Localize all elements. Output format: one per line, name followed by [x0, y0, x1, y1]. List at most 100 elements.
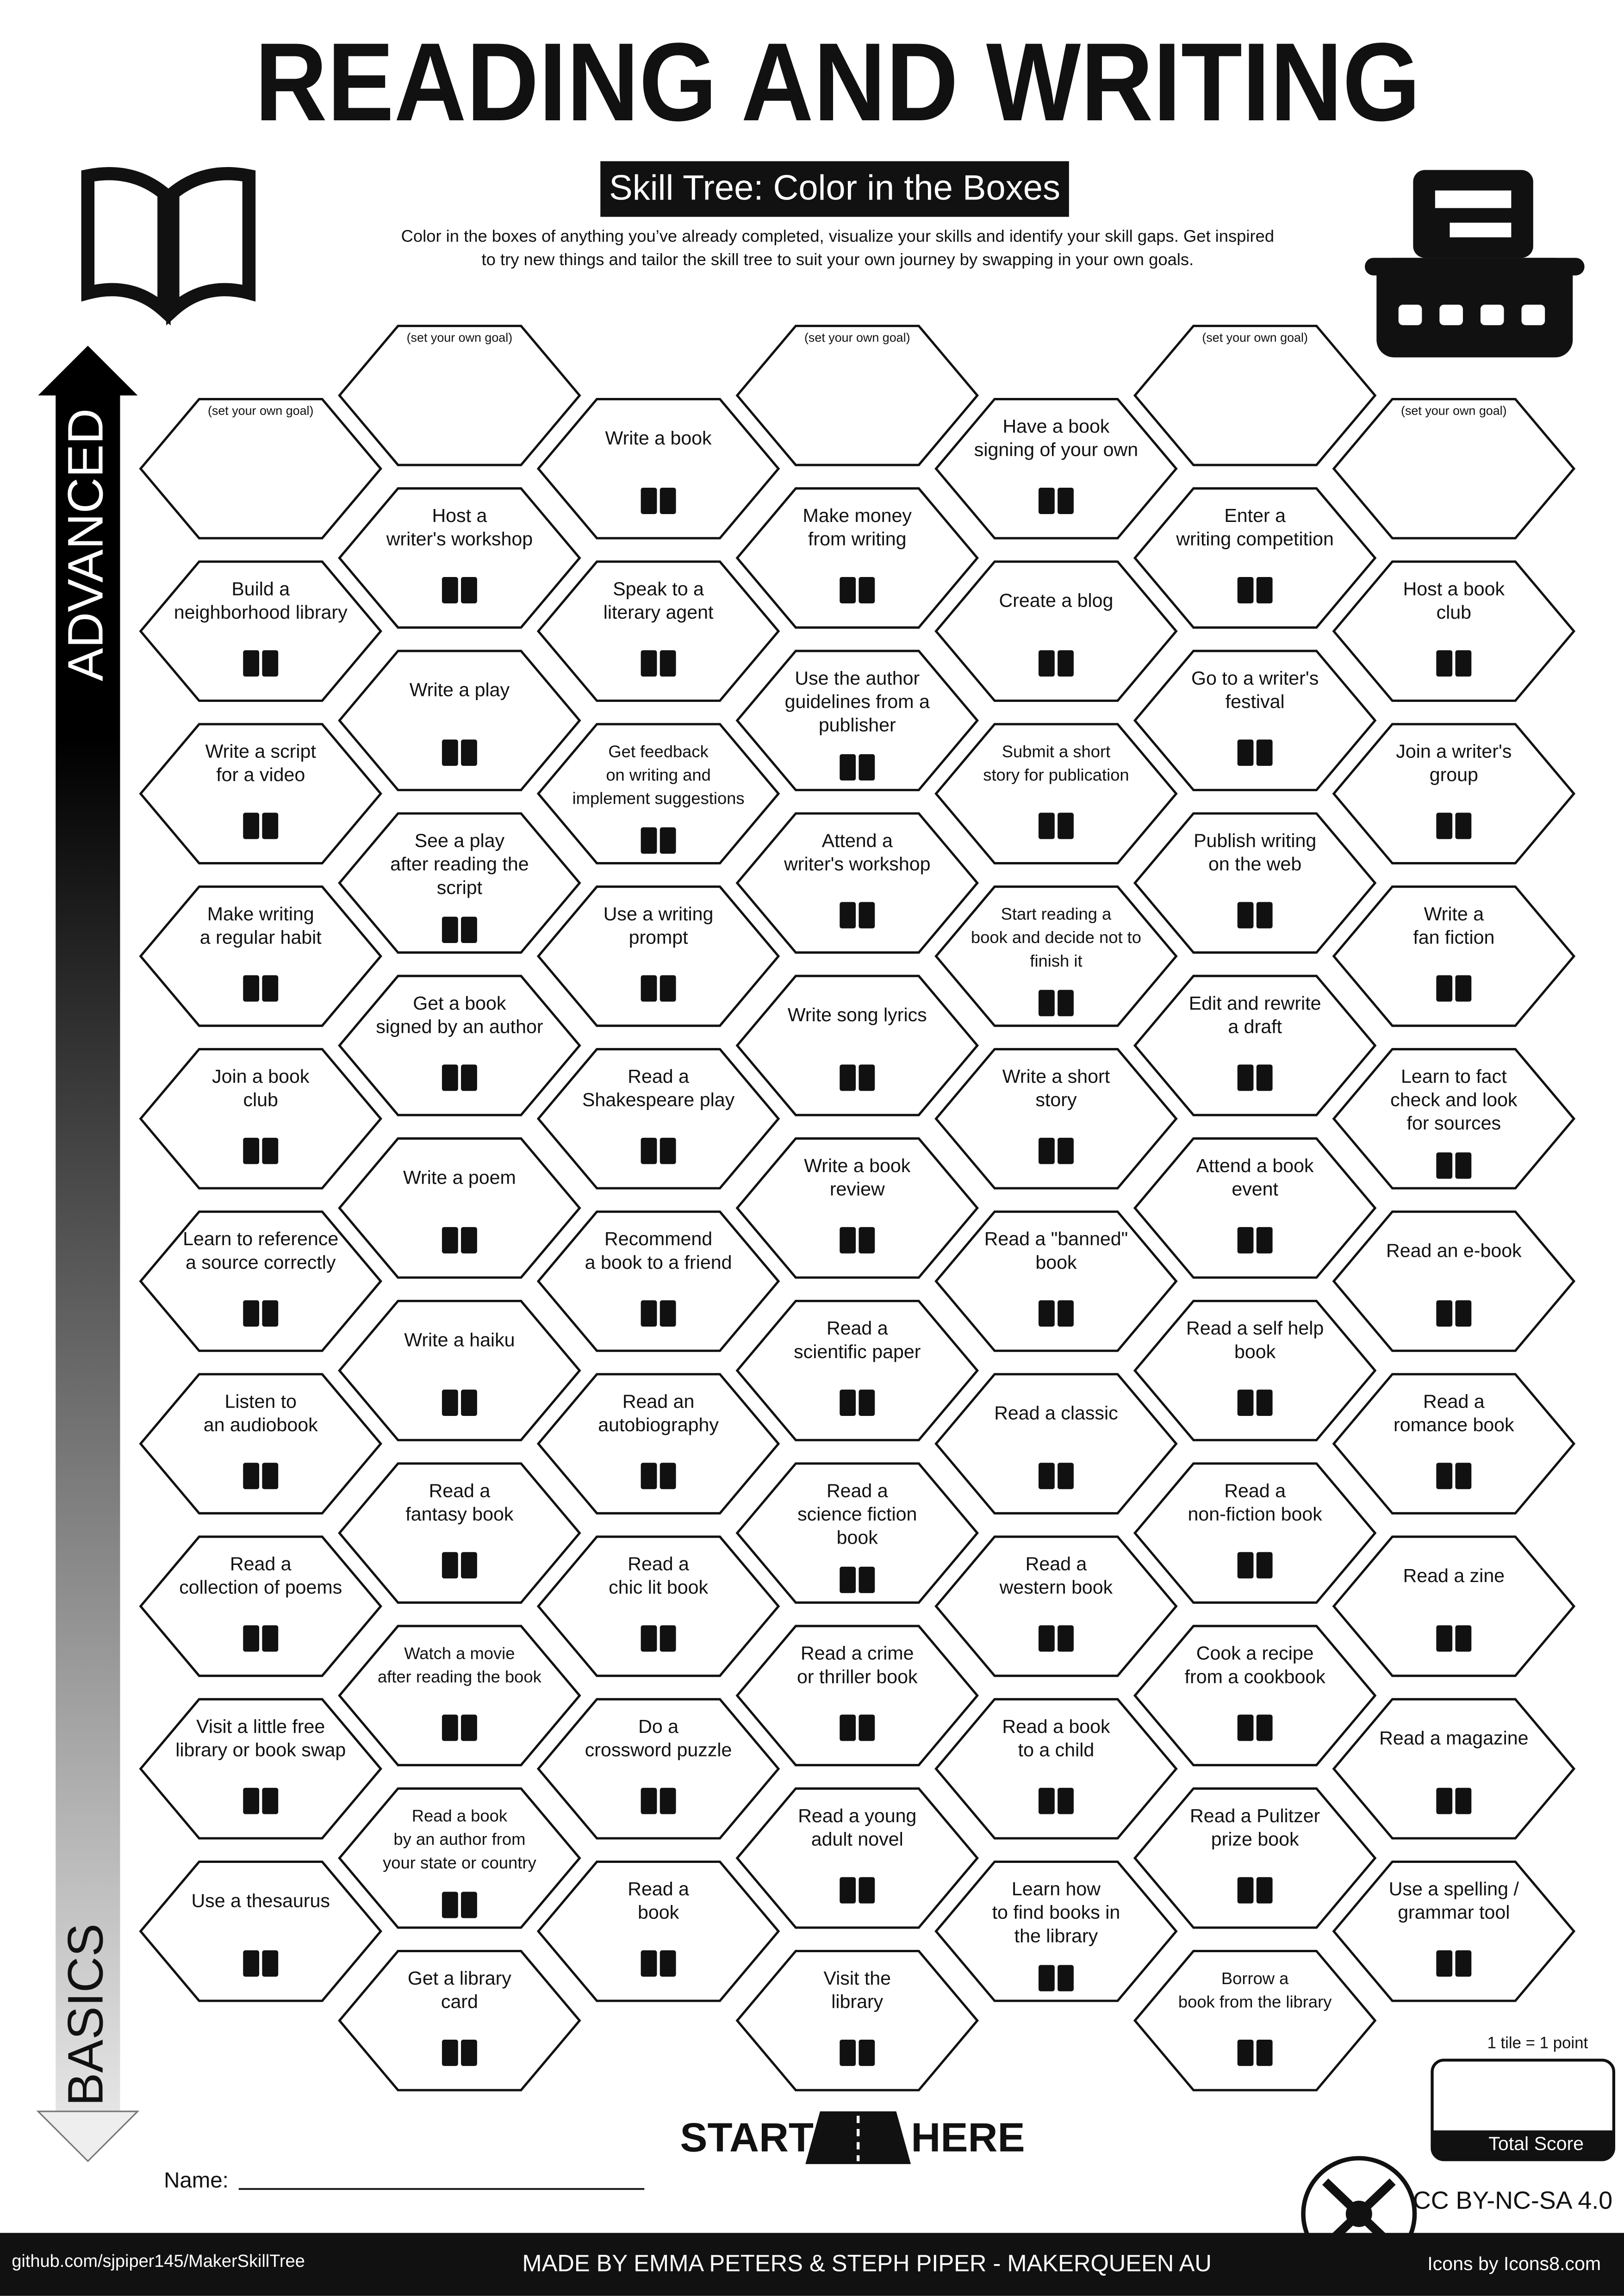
tile-icon	[1038, 1300, 1074, 1327]
icon-page	[461, 1390, 477, 1416]
icon-page	[243, 1625, 260, 1652]
tile-icon	[442, 917, 477, 943]
icon-page	[461, 1227, 477, 1253]
tile-label: Read a magazine	[1379, 1727, 1528, 1749]
hexagon	[1332, 1860, 1576, 2002]
skill-tile: Build a neighborhood library	[139, 560, 382, 702]
tile-label: Make money	[803, 505, 912, 526]
tile-icon	[442, 1892, 477, 1918]
skill-tile: Read a magazine	[1332, 1698, 1576, 1840]
icon-page	[442, 1552, 458, 1579]
tile-label: publisher	[819, 714, 896, 736]
tile-label: Make writing	[207, 903, 314, 925]
skill-tile: Read an e-book	[1332, 1210, 1576, 1352]
hexagon	[735, 1462, 979, 1604]
tile-label: Read a self help	[1186, 1317, 1324, 1339]
tile-label: Borrow a	[1221, 1969, 1289, 1988]
hexagon	[1133, 812, 1377, 954]
description-line: Color in the boxes of anything you’ve al…	[401, 227, 1274, 246]
icon-page	[859, 1390, 875, 1416]
tile-label: a regular habit	[200, 926, 322, 948]
hexagon	[934, 723, 1178, 865]
hexagon	[338, 812, 581, 954]
skill-tile: Write a book	[536, 398, 780, 540]
hexagon	[338, 1137, 581, 1279]
tile-label: on the web	[1208, 853, 1301, 875]
tile-icon	[1237, 1714, 1273, 1741]
tile-label: Do a	[638, 1716, 678, 1737]
tile-label: signing of your own	[974, 439, 1138, 460]
icon-page	[1256, 739, 1273, 766]
hexagon	[338, 974, 581, 1117]
tile-label: script	[437, 877, 483, 898]
tile-label: Go to a writer's	[1191, 667, 1319, 689]
tile-label: finish it	[1030, 951, 1082, 970]
icon-page	[1436, 1950, 1453, 1977]
tile-icon	[1237, 1877, 1273, 1904]
icon-page	[840, 1714, 856, 1741]
skill-tile: Write song lyrics	[735, 974, 979, 1117]
skill-tile: Write a haiku	[338, 1300, 581, 1441]
icon-page	[1256, 1552, 1273, 1579]
tile-label: Read a	[1026, 1553, 1087, 1575]
tile-icon	[1237, 1552, 1273, 1579]
tile-label: an audiobook	[204, 1414, 318, 1435]
tile-icon	[1038, 1625, 1074, 1652]
icon-page	[1455, 1300, 1472, 1327]
icon-page	[1455, 813, 1472, 839]
icon-page	[1038, 1625, 1055, 1652]
icon-page	[840, 902, 856, 929]
tile-label: Write song lyrics	[788, 1004, 927, 1025]
hexagon	[338, 324, 581, 466]
tile-label: story for publication	[983, 765, 1129, 784]
icon-page	[1058, 1300, 1074, 1327]
skill-tile: Write a play	[338, 650, 581, 791]
tile-icon	[840, 1227, 875, 1253]
icon-page	[1436, 1463, 1453, 1489]
hexagon	[338, 650, 581, 791]
tile-label: Read a crime	[801, 1643, 914, 1664]
tile-icon	[442, 1064, 477, 1091]
tile-label: Edit and rewrite	[1189, 993, 1321, 1014]
icon-page	[262, 1463, 279, 1489]
tile-label: a source correctly	[186, 1252, 336, 1273]
icon-page	[243, 1137, 260, 1164]
tile-label: scientific paper	[794, 1341, 921, 1362]
tile-label: book from the library	[1178, 1992, 1332, 2011]
road-icon	[805, 2111, 911, 2164]
skill-tile: Get feedback on writing and implement sugg…	[536, 723, 780, 865]
hexagon	[1332, 1210, 1576, 1352]
hexagon	[536, 560, 780, 702]
hexagon	[139, 885, 382, 1027]
icon-page	[859, 754, 875, 781]
icon-page	[660, 487, 676, 514]
tile-label: from a cookbook	[1185, 1666, 1325, 1687]
tile-label: crossword puzzle	[585, 1739, 732, 1760]
icon-page	[1038, 1965, 1055, 1992]
hexagon	[1332, 398, 1576, 540]
tile-label: to find books in	[992, 1902, 1120, 1923]
tile-label: for a video	[216, 764, 305, 785]
tile-icon	[1436, 975, 1472, 1002]
tile-label: after reading the book	[378, 1667, 542, 1686]
hexagon	[1133, 650, 1377, 791]
icon-page	[442, 1227, 458, 1253]
goal-note: (set your own goal)	[1202, 330, 1308, 344]
hexagon	[338, 1625, 581, 1767]
hexagon	[1133, 1787, 1377, 1929]
axis-top-label: ADVANCED	[57, 409, 113, 682]
tile-icon	[243, 650, 279, 677]
tile-label: Read a	[1423, 1390, 1485, 1412]
tile-label: signed by an author	[376, 1016, 543, 1037]
tile-label: on writing and	[606, 765, 710, 784]
tile-label: Have a book	[1002, 416, 1109, 437]
hexagon	[139, 560, 382, 702]
icon-page	[1256, 1714, 1273, 1741]
icon-page	[461, 1552, 477, 1579]
